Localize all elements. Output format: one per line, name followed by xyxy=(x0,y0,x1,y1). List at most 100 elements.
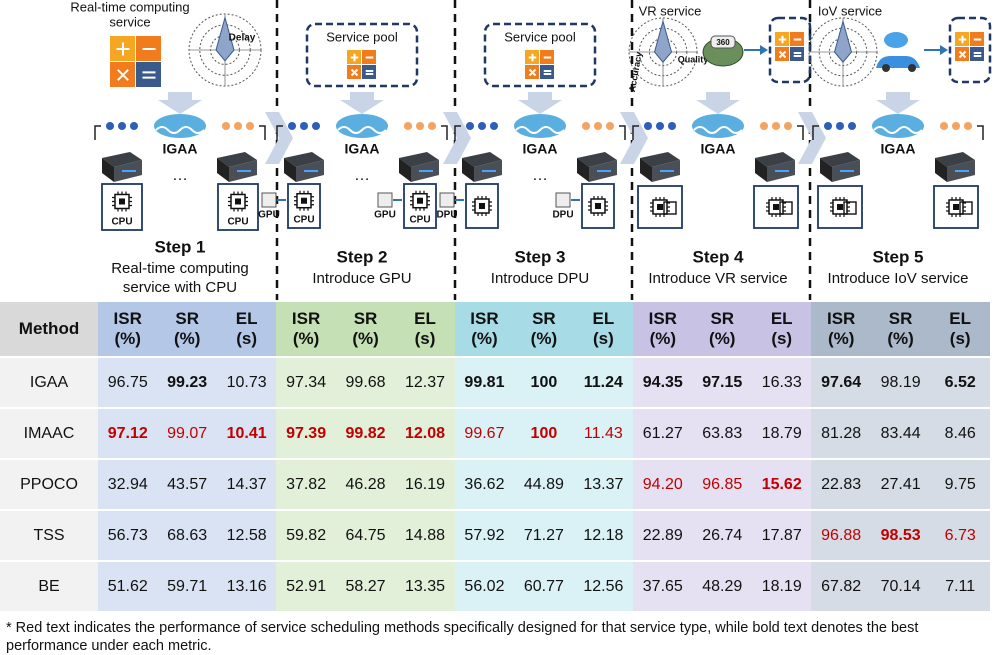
header-cell: EL (s) xyxy=(216,302,277,358)
cell: 8.46 xyxy=(930,408,990,460)
server xyxy=(217,158,229,182)
metric-name: SR xyxy=(710,309,735,328)
cell: 67.82 xyxy=(811,561,871,613)
cell: 22.83 xyxy=(811,459,871,511)
dot xyxy=(582,122,590,130)
cell: 99.07 xyxy=(157,408,217,460)
dot xyxy=(836,122,844,130)
metric-name: ISR xyxy=(291,309,321,328)
dot xyxy=(130,122,138,130)
chip-core xyxy=(837,204,843,210)
label: IGAA xyxy=(345,141,380,157)
cell: 12.56 xyxy=(573,561,634,613)
server-light xyxy=(840,170,854,172)
down-arrow xyxy=(340,92,384,114)
chip-pins xyxy=(766,197,786,217)
cell: 97.15 xyxy=(692,357,752,409)
dot xyxy=(234,122,242,130)
chip-core xyxy=(119,198,125,205)
metric-unit: (s) xyxy=(592,329,614,348)
dot xyxy=(760,122,768,130)
cell: 94.35 xyxy=(633,357,693,409)
calc-signs xyxy=(350,53,374,77)
radar-shape xyxy=(653,19,673,63)
metric-name: EL xyxy=(770,309,793,328)
cell: 16.19 xyxy=(395,459,455,511)
label: IGAA xyxy=(701,141,736,157)
label: … xyxy=(354,167,370,184)
radar-shape xyxy=(215,15,235,62)
cell: 6.73 xyxy=(930,510,990,562)
chip-core xyxy=(235,198,241,205)
accel xyxy=(261,192,277,208)
metric-name: SR xyxy=(175,309,199,328)
label: Step 5 xyxy=(872,247,923,266)
chip-core xyxy=(301,197,307,204)
label: IGAA xyxy=(523,141,558,157)
server xyxy=(640,152,680,167)
label: GPU xyxy=(374,210,396,221)
cell: 14.37 xyxy=(216,459,277,511)
arrow-head xyxy=(760,45,768,55)
metric-unit: (s) xyxy=(236,329,258,348)
cell: 36.62 xyxy=(454,459,515,511)
cell: 10.73 xyxy=(216,357,277,409)
cell: 96.75 xyxy=(98,357,158,409)
bracket xyxy=(632,125,804,140)
chip-core xyxy=(595,203,601,209)
cell: 61.27 xyxy=(633,408,693,460)
row: IMAAC 97.12 99.07 10.41 97.39 99.82 12.08 99.67… xyxy=(0,408,990,460)
metric-name: ISR xyxy=(648,309,677,328)
down-arrow xyxy=(518,92,562,114)
server xyxy=(462,158,474,182)
header-cell: ISR (%) xyxy=(811,302,871,358)
cell: 13.35 xyxy=(395,561,455,613)
cell: 97.12 xyxy=(98,408,158,460)
label: Service pool xyxy=(326,29,398,44)
chip-pins xyxy=(112,191,132,212)
cell: 99.23 xyxy=(157,357,217,409)
cell: 70.14 xyxy=(870,561,931,613)
cell: 12.08 xyxy=(395,408,455,460)
method-cell: BE xyxy=(0,561,98,613)
server-light xyxy=(775,170,789,172)
bracket xyxy=(276,125,448,140)
calc-signs xyxy=(528,53,552,77)
cell: 94.20 xyxy=(633,459,693,511)
bracket xyxy=(454,125,626,140)
cell: 32.94 xyxy=(98,459,158,511)
chip-pins xyxy=(294,190,314,211)
cell: 63.83 xyxy=(692,408,752,460)
dot xyxy=(668,122,676,130)
cell: 60.77 xyxy=(514,561,574,613)
radar-shape xyxy=(833,19,853,63)
metric-name: EL xyxy=(592,309,615,328)
chip-core xyxy=(479,203,485,209)
dot xyxy=(952,122,960,130)
metric-unit: (%) xyxy=(471,329,498,348)
header-cell: ISR (%) xyxy=(98,302,158,358)
cell: 44.89 xyxy=(514,459,574,511)
cell: 13.16 xyxy=(216,561,277,613)
header-cell: ISR (%) xyxy=(633,302,693,358)
cell: 26.74 xyxy=(692,510,752,562)
label: service with CPU xyxy=(123,279,237,296)
cell: 51.62 xyxy=(98,561,158,613)
chip-second xyxy=(663,201,677,215)
server-light xyxy=(237,170,251,172)
metric-unit: (%) xyxy=(292,329,320,348)
results-table: Method ISR (%) SR (%) EL (s) ISR (%) SR (%) EL (s) IS… xyxy=(0,302,990,613)
wheel xyxy=(882,64,890,72)
server xyxy=(399,158,411,182)
dot xyxy=(118,122,126,130)
cell: 6.52 xyxy=(930,357,990,409)
label: 360 xyxy=(716,38,730,47)
cell: 68.63 xyxy=(157,510,217,562)
dot xyxy=(824,122,832,130)
row: PPOCO 32.94 43.57 14.37 37.82 46.28 16.19 36.62… xyxy=(0,459,990,511)
cell: 56.73 xyxy=(98,510,158,562)
cell: 16.33 xyxy=(751,357,812,409)
chip-pins xyxy=(410,190,430,211)
cell: 7.11 xyxy=(930,561,990,613)
